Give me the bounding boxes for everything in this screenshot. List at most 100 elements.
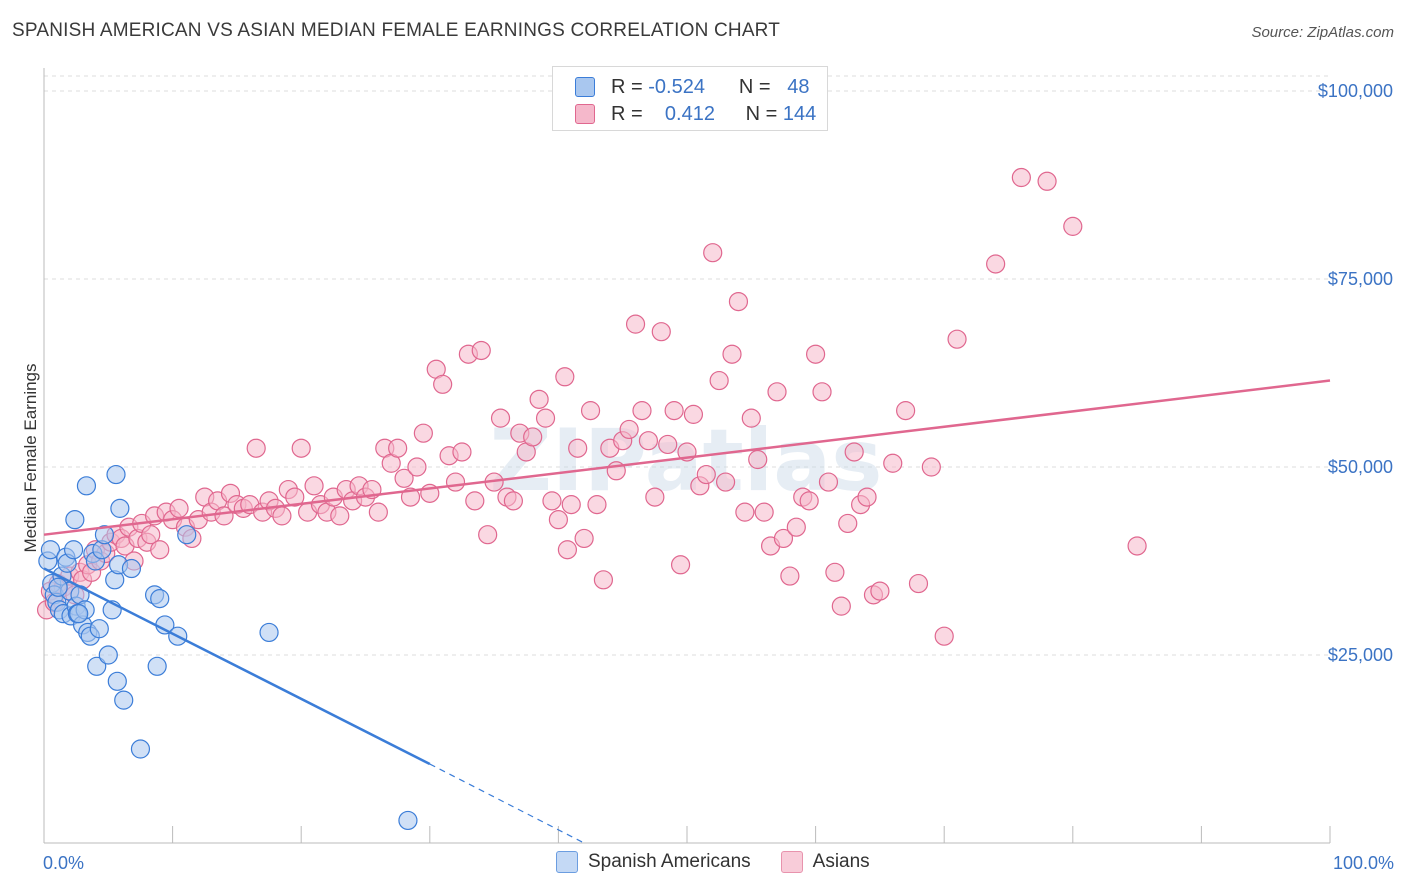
asians-point xyxy=(568,438,588,458)
series-legend: Spanish Americans Asians xyxy=(556,851,900,873)
asians-point xyxy=(921,457,941,477)
legend-row-asians: R = 0.412 N = 144 xyxy=(575,102,816,126)
asians-point xyxy=(407,457,427,477)
asians-point xyxy=(246,438,266,458)
asians-point xyxy=(670,555,691,575)
asians-point xyxy=(433,374,453,394)
asians-point xyxy=(799,491,819,511)
asians-point xyxy=(150,540,170,560)
spanish-americans-point xyxy=(177,525,197,545)
asians-point xyxy=(728,291,749,312)
spanish-americans-point xyxy=(69,604,89,624)
spanish-americans-point xyxy=(106,464,126,485)
asians-point xyxy=(645,487,665,507)
asians-point xyxy=(141,525,161,545)
asians-point xyxy=(838,513,858,534)
asians-point xyxy=(703,243,723,263)
legend-r-value: 0.412 xyxy=(664,102,715,125)
asians-point xyxy=(1063,216,1083,236)
asians-point xyxy=(934,626,954,646)
legend-n-label: N = xyxy=(745,102,778,125)
asians-point xyxy=(557,540,578,560)
series-swatch-blue xyxy=(556,851,578,873)
spanish-americans-point xyxy=(121,558,142,579)
spanish-americans-point xyxy=(107,671,127,691)
spanish-americans-trend-extension xyxy=(429,763,585,844)
asians-point xyxy=(452,442,472,462)
asians-point xyxy=(773,528,794,549)
asians-point xyxy=(548,510,569,530)
chart-title: SPANISH AMERICAN VS ASIAN MEDIAN FEMALE … xyxy=(12,20,781,41)
legend-swatch-blue xyxy=(575,77,595,97)
spanish-americans-points xyxy=(38,464,418,831)
spanish-americans-point xyxy=(65,510,85,530)
spanish-americans-point xyxy=(87,656,107,676)
asians-point xyxy=(805,344,826,364)
asians-point xyxy=(825,562,845,582)
asians-point xyxy=(1037,171,1057,191)
asians-point xyxy=(625,314,646,334)
asians-point xyxy=(831,596,851,616)
asians-point xyxy=(587,495,607,515)
series-name: Spanish Americans xyxy=(588,851,751,872)
asians-point xyxy=(857,487,877,507)
asians-point xyxy=(465,491,485,511)
asians-point xyxy=(388,438,408,458)
spanish-americans-point xyxy=(40,540,61,560)
asians-point xyxy=(767,382,787,402)
legend-r-label: R = xyxy=(611,102,643,125)
asians-point xyxy=(394,468,414,488)
asians-point xyxy=(478,525,498,545)
asians-point xyxy=(1127,536,1147,556)
asians-points xyxy=(36,167,1147,646)
y-tick-label: $100,000 xyxy=(1318,81,1393,101)
asians-point xyxy=(780,566,800,586)
asians-point xyxy=(169,498,189,518)
asians-point xyxy=(664,401,684,421)
x-tick-label-min: 0.0% xyxy=(43,853,84,873)
asians-point xyxy=(413,423,433,443)
asians-point xyxy=(818,472,839,492)
series-legend-spanish-americans: Spanish Americans xyxy=(556,851,751,873)
asians-point xyxy=(555,367,575,387)
series-swatch-pink xyxy=(780,851,803,873)
source-credit: Source: ZipAtlas.com xyxy=(1251,24,1394,41)
y-tick-label: $75,000 xyxy=(1328,269,1393,289)
spanish-americans-point xyxy=(147,656,167,676)
asians-point xyxy=(632,401,652,421)
asians-point xyxy=(986,254,1006,274)
asians-point xyxy=(812,382,832,402)
asians-point xyxy=(368,502,388,522)
asians-point xyxy=(490,408,511,428)
asians-point xyxy=(445,472,466,492)
x-tick-label-max: 100.0% xyxy=(1333,853,1394,873)
legend-n-value: 48 xyxy=(787,75,810,98)
asians-point xyxy=(683,404,704,424)
spanish-americans-point xyxy=(398,810,418,831)
legend-n-label: N = xyxy=(738,75,771,98)
legend-n-value: 144 xyxy=(782,102,817,125)
asians-point xyxy=(786,517,806,537)
asians-point xyxy=(272,506,292,526)
y-axis-label: Median Female Earnings xyxy=(21,364,40,553)
asians-point xyxy=(638,431,659,451)
spanish-americans-point xyxy=(48,577,68,597)
asians-point xyxy=(715,472,736,492)
asians-point xyxy=(658,434,678,455)
legend-row-spanish-americans: R = -0.524 N = 48 xyxy=(575,75,810,99)
asians-point xyxy=(651,322,671,342)
spanish-americans-point xyxy=(94,525,115,545)
asians-point xyxy=(896,401,916,421)
series-name: Asians xyxy=(812,851,870,872)
asians-point xyxy=(330,506,350,526)
spanish-americans-trend-line xyxy=(43,567,431,766)
asians-point xyxy=(503,491,523,511)
trend-lines xyxy=(43,379,1331,844)
asians-point xyxy=(741,408,761,428)
legend-r-value: -0.524 xyxy=(648,75,705,98)
asians-trend-line xyxy=(43,379,1331,536)
axes xyxy=(43,68,1331,844)
asians-point xyxy=(696,464,716,485)
asians-point xyxy=(535,408,556,428)
